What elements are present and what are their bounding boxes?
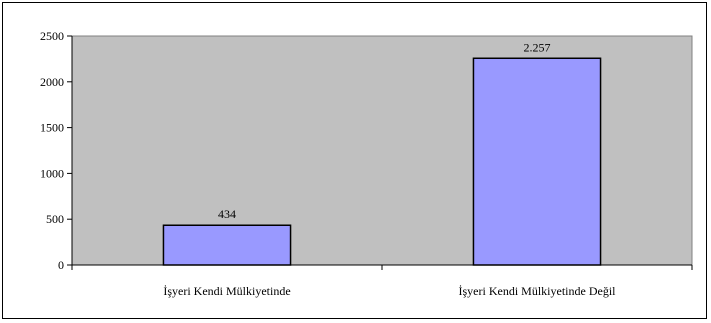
- x-category-label: İşyeri Kendi Mülkiyetinde Değil: [459, 284, 617, 298]
- bar: [162, 224, 292, 266]
- y-axis: 0 500 1000 1500 2000 2500: [40, 29, 73, 272]
- y-tick-label: 0: [58, 258, 64, 272]
- y-tick-label: 2000: [40, 75, 64, 89]
- data-labels: 434 2.257: [218, 40, 551, 221]
- bar-value-label: 2.257: [524, 40, 551, 54]
- y-tick-label: 500: [46, 212, 64, 226]
- bar-value-label: 434: [218, 207, 236, 221]
- bars: [162, 57, 602, 266]
- y-tick-label: 1000: [40, 166, 64, 180]
- x-category-label: İşyeri Kendi Mülkiyetinde: [163, 284, 290, 298]
- y-tick-label: 1500: [40, 121, 64, 135]
- y-tick-label: 2500: [40, 29, 64, 43]
- x-axis: İşyeri Kendi Mülkiyetinde İşyeri Kendi Mü…: [71, 264, 693, 298]
- bar: [472, 57, 602, 266]
